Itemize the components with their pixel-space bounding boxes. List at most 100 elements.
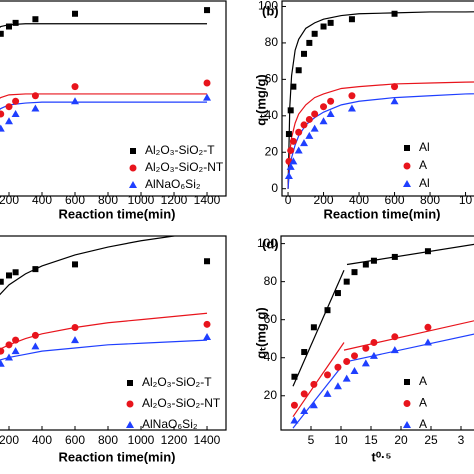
data-point	[203, 332, 212, 340]
y-axis-label: qₜ(mg/g)	[253, 74, 268, 126]
data-point	[300, 406, 309, 414]
data-point	[203, 93, 212, 101]
data-point	[310, 324, 317, 331]
data-point	[343, 358, 351, 366]
fit-line	[287, 81, 474, 189]
x-tick-label: 600	[385, 193, 405, 207]
data-point	[5, 341, 13, 349]
data-point	[203, 320, 211, 328]
panel-label: (d)	[262, 236, 279, 251]
legend-marker	[126, 421, 134, 428]
data-point	[361, 359, 370, 367]
data-point	[295, 67, 302, 74]
y-axis-label: qₜ(mg g)	[253, 307, 268, 359]
y-tick-label: 0	[271, 181, 278, 195]
data-point	[286, 162, 295, 170]
axes-frame	[0, 0, 227, 197]
data-point	[348, 92, 356, 100]
data-point	[350, 367, 359, 375]
axes-frame	[280, 235, 474, 431]
data-point	[0, 359, 5, 367]
data-point	[204, 258, 211, 265]
legend-label: AlNaO₆Si₂	[142, 417, 198, 431]
fit-line	[292, 342, 345, 418]
data-point	[320, 103, 328, 111]
data-point	[12, 269, 19, 276]
legend-marker	[403, 400, 411, 407]
x-tick-label: 400	[32, 193, 52, 207]
data-point	[291, 373, 298, 380]
data-point	[319, 117, 328, 125]
x-tick-label: 400	[32, 433, 52, 447]
legend-label: Al₂O₃-SiO₂-T	[145, 143, 215, 157]
legend-marker	[404, 145, 410, 151]
x-tick-label: 10	[334, 433, 348, 447]
data-point	[6, 23, 13, 30]
legend-marker	[129, 181, 137, 188]
fit-line	[0, 101, 208, 110]
data-point	[12, 336, 20, 344]
x-tick-label: 800	[98, 193, 118, 207]
x-tick-label: 800	[420, 193, 440, 207]
panel: 200 400 600 800 1000 1200 1400 Reaction time(mi…	[0, 0, 227, 221]
data-point	[320, 23, 327, 30]
data-point	[424, 248, 431, 255]
data-point	[311, 110, 319, 118]
data-point	[391, 83, 399, 91]
y-tick-label: 40	[265, 108, 279, 122]
data-point	[362, 344, 370, 352]
data-point	[370, 257, 377, 264]
plot-area	[284, 10, 474, 189]
fit-line	[0, 236, 179, 296]
data-point	[71, 323, 79, 331]
data-point	[334, 363, 342, 371]
data-point	[309, 401, 318, 409]
data-point	[351, 352, 358, 360]
legend-marker	[404, 379, 410, 385]
data-point	[31, 331, 39, 339]
legend-marker	[129, 164, 137, 172]
x-tick-label: 1200	[161, 433, 188, 447]
data-point	[0, 110, 5, 118]
data-point	[290, 416, 299, 424]
data-point	[311, 30, 318, 37]
data-point	[0, 124, 5, 132]
x-tick-label: 0	[285, 193, 292, 207]
axes-frame	[0, 235, 227, 431]
x-tick-label: 400	[349, 193, 369, 207]
fit-line	[0, 312, 208, 350]
data-point	[295, 128, 303, 136]
data-point	[289, 137, 297, 145]
x-tick-label: 600	[65, 193, 85, 207]
x-axis-label: Reaction time(min)	[58, 206, 175, 221]
x-tick-label: 10	[459, 193, 473, 207]
y-tick-label: 20	[265, 144, 279, 158]
data-point	[204, 7, 211, 14]
data-point	[343, 278, 350, 285]
legend-marker	[130, 148, 136, 154]
data-point	[12, 97, 20, 105]
data-point	[306, 39, 313, 46]
x-tick-label: 600	[65, 433, 85, 447]
data-point	[294, 146, 303, 154]
legend-marker	[127, 380, 133, 386]
data-point	[5, 117, 14, 125]
fit-line	[287, 11, 474, 189]
legend-label: A	[419, 158, 427, 172]
y-tick-label: 20	[264, 388, 278, 402]
data-point	[351, 269, 358, 276]
data-point	[310, 380, 318, 388]
data-point	[390, 346, 399, 354]
x-tick-label: 25	[424, 433, 438, 447]
legend-label: Al₂O₃-SiO₂-NT	[145, 160, 224, 174]
fit-line	[343, 320, 474, 351]
panel-label: (b)	[262, 3, 279, 18]
x-tick-label: 200	[314, 193, 334, 207]
data-point	[31, 104, 40, 112]
data-point	[391, 10, 398, 17]
x-tick-label: 1000	[128, 193, 155, 207]
data-point	[203, 79, 211, 87]
data-point	[391, 333, 399, 341]
x-tick-label: 15	[364, 433, 378, 447]
